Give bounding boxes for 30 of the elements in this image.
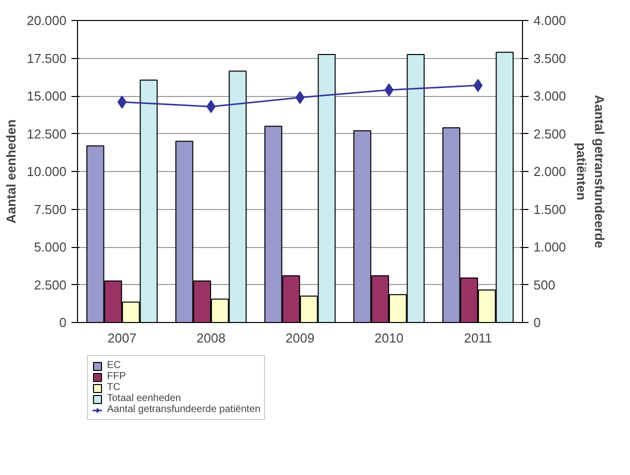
y2-tick-label: 2.500 [534,126,566,142]
y2-tick-label: 4.000 [534,13,566,28]
x-tick-label: 2011 [464,330,492,346]
x-tick-label: 2008 [196,330,226,346]
y-axis-title: Aantal eenheden [4,119,19,224]
x-tick-label: 2009 [286,330,314,346]
y-tick-label: 0 [59,315,67,330]
y-tick-label: 2.500 [34,277,67,292]
legend-label: Aantal getransfundeerde patiënten [107,404,260,415]
y2-tick-label: 1.500 [534,202,566,217]
y-tick-label: 12.500 [26,126,67,142]
x-tick-label: 2010 [374,330,404,346]
legend-label: EC [107,360,122,371]
y-tick-label: 15.000 [26,88,67,104]
y2-tick-label: 500 [534,277,556,292]
y2-tick-label: 3.500 [534,50,566,66]
y2-tick-label: 3.000 [534,88,566,104]
y-tick-label: 7.500 [34,202,67,217]
legend-label: Totaal eenheden [107,393,181,404]
y-tick-label: 10.000 [26,164,67,179]
y2-axis-title: Aantal getransfundeerde patiënten [574,94,608,248]
y2-tick-label: 2.000 [534,164,566,179]
y2-tick-label: 1.000 [534,240,566,254]
y-tick-label: 20.000 [26,13,67,28]
legend-label: FFP [107,371,127,382]
y2-tick-label: 0 [534,315,541,330]
y-tick-label: 5.000 [34,240,67,254]
y-tick-label: 17.500 [26,50,67,66]
x-tick-label: 2007 [108,330,136,346]
legend-label: TC [107,382,122,393]
